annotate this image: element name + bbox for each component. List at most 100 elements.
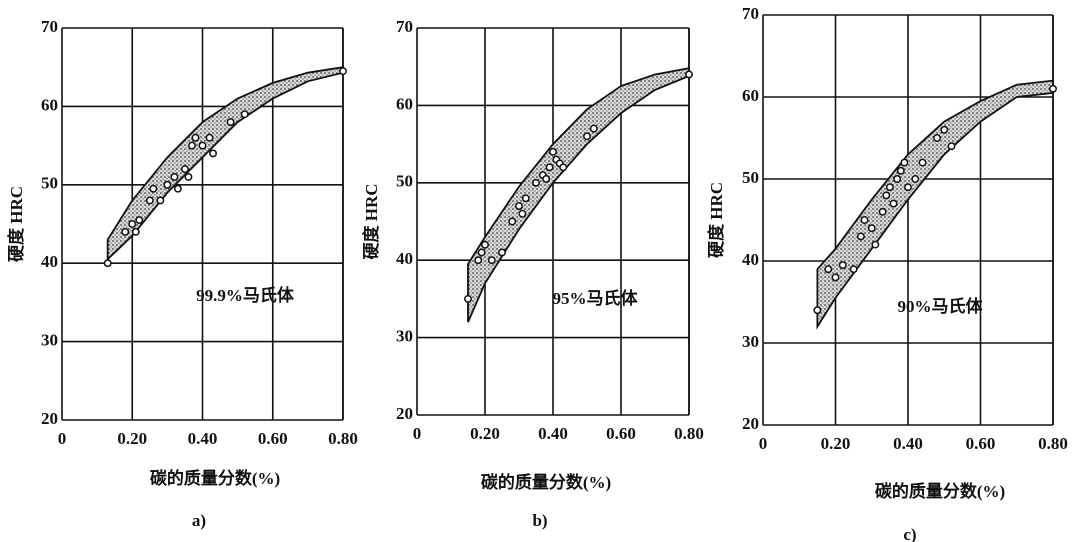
data-point — [542, 174, 551, 183]
data-point — [205, 133, 214, 142]
x-tick-label: 0.20 — [470, 424, 500, 443]
y-tick-label: 30 — [742, 332, 759, 351]
x-tick-label: 0.20 — [821, 434, 851, 453]
data-point — [885, 183, 894, 192]
data-point — [813, 306, 822, 315]
data-point — [226, 118, 235, 127]
data-point — [545, 163, 554, 172]
data-point — [940, 125, 949, 134]
x-tick-label: 0.20 — [117, 429, 147, 448]
data-point — [856, 232, 865, 241]
data-point — [240, 110, 249, 119]
data-point — [947, 142, 956, 151]
data-point — [583, 132, 591, 141]
y-tick-label: 40 — [41, 252, 58, 271]
y-tick-label: 20 — [742, 414, 759, 433]
data-point — [896, 166, 905, 175]
data-point — [170, 173, 179, 181]
y-tick-label: 20 — [41, 409, 58, 428]
x-tick-label: 0.60 — [606, 424, 636, 443]
y-tick-label: 50 — [396, 172, 413, 191]
scatter-band — [816, 79, 1054, 330]
y-axis-label: 硬度 HRC — [361, 183, 381, 259]
data-point — [559, 163, 568, 172]
data-point — [549, 147, 557, 156]
x-tick-label: 0.60 — [966, 434, 996, 453]
data-point — [904, 183, 912, 192]
y-tick-label: 30 — [396, 327, 413, 346]
y-axis-label: 硬度 HRC — [706, 182, 726, 258]
y-tick-label: 30 — [41, 331, 58, 350]
y-tick-label: 40 — [396, 249, 413, 268]
annotation: 90%马氏体 — [898, 296, 984, 316]
data-point — [477, 248, 486, 257]
x-tick-label: 0 — [413, 424, 422, 443]
data-point — [121, 227, 130, 236]
data-point — [184, 173, 193, 181]
data-point — [149, 184, 158, 193]
data-point — [128, 220, 137, 228]
data-point — [1049, 84, 1057, 93]
data-point — [135, 216, 144, 225]
data-point — [518, 209, 527, 218]
scatter-band — [106, 66, 344, 262]
y-tick-label: 40 — [742, 250, 759, 269]
data-point — [103, 259, 112, 268]
data-point — [882, 191, 891, 200]
data-point — [911, 175, 920, 183]
panel-label: a) — [192, 511, 206, 530]
annotation: 95%马氏体 — [553, 288, 639, 308]
data-point — [918, 158, 927, 167]
data-point — [464, 294, 472, 303]
x-tick-label: 0.40 — [538, 424, 568, 443]
x-tick-label: 0.40 — [188, 429, 218, 448]
x-tick-label: 0 — [58, 429, 67, 448]
data-point — [339, 67, 347, 76]
data-point — [191, 133, 200, 142]
data-point — [889, 199, 898, 208]
x-axis-label: 碳的质量分数(%) — [875, 481, 1005, 501]
x-tick-label: 0.80 — [328, 429, 358, 448]
data-point — [481, 240, 489, 249]
data-point — [589, 124, 598, 133]
y-tick-label: 70 — [41, 17, 58, 36]
y-tick-label: 70 — [742, 4, 759, 23]
y-tick-label: 60 — [41, 95, 58, 114]
x-axis-label: 碳的质量分数(%) — [150, 468, 280, 488]
data-point — [145, 196, 154, 205]
x-tick-label: 0.40 — [893, 434, 923, 453]
scatter-band — [467, 67, 690, 323]
data-point — [860, 216, 869, 224]
data-point — [474, 256, 483, 265]
data-point — [824, 265, 833, 274]
data-point — [209, 149, 217, 158]
x-axis-label: 碳的质量分数(%) — [481, 472, 611, 492]
data-point — [532, 178, 540, 187]
data-point — [878, 207, 887, 216]
y-tick-label: 70 — [396, 17, 413, 36]
data-point — [867, 224, 876, 233]
data-point — [685, 70, 693, 79]
data-point — [900, 158, 909, 167]
x-tick-label: 0.80 — [674, 424, 704, 443]
data-point — [173, 184, 182, 193]
x-tick-label: 0.60 — [258, 429, 288, 448]
data-point — [831, 273, 840, 282]
panel-label: b) — [532, 511, 547, 530]
x-tick-label: 0.80 — [1038, 434, 1068, 453]
data-point — [198, 141, 207, 150]
x-tick-label: 0 — [759, 434, 768, 453]
data-point — [893, 175, 902, 183]
data-point — [163, 180, 172, 189]
data-point — [180, 165, 189, 174]
data-point — [508, 217, 517, 226]
data-point — [131, 227, 140, 236]
data-point — [188, 141, 196, 150]
data-point — [838, 261, 847, 270]
y-tick-label: 50 — [742, 168, 759, 187]
data-point — [933, 134, 941, 142]
y-tick-label: 60 — [396, 94, 413, 113]
data-point — [487, 256, 496, 265]
data-point — [498, 248, 506, 257]
